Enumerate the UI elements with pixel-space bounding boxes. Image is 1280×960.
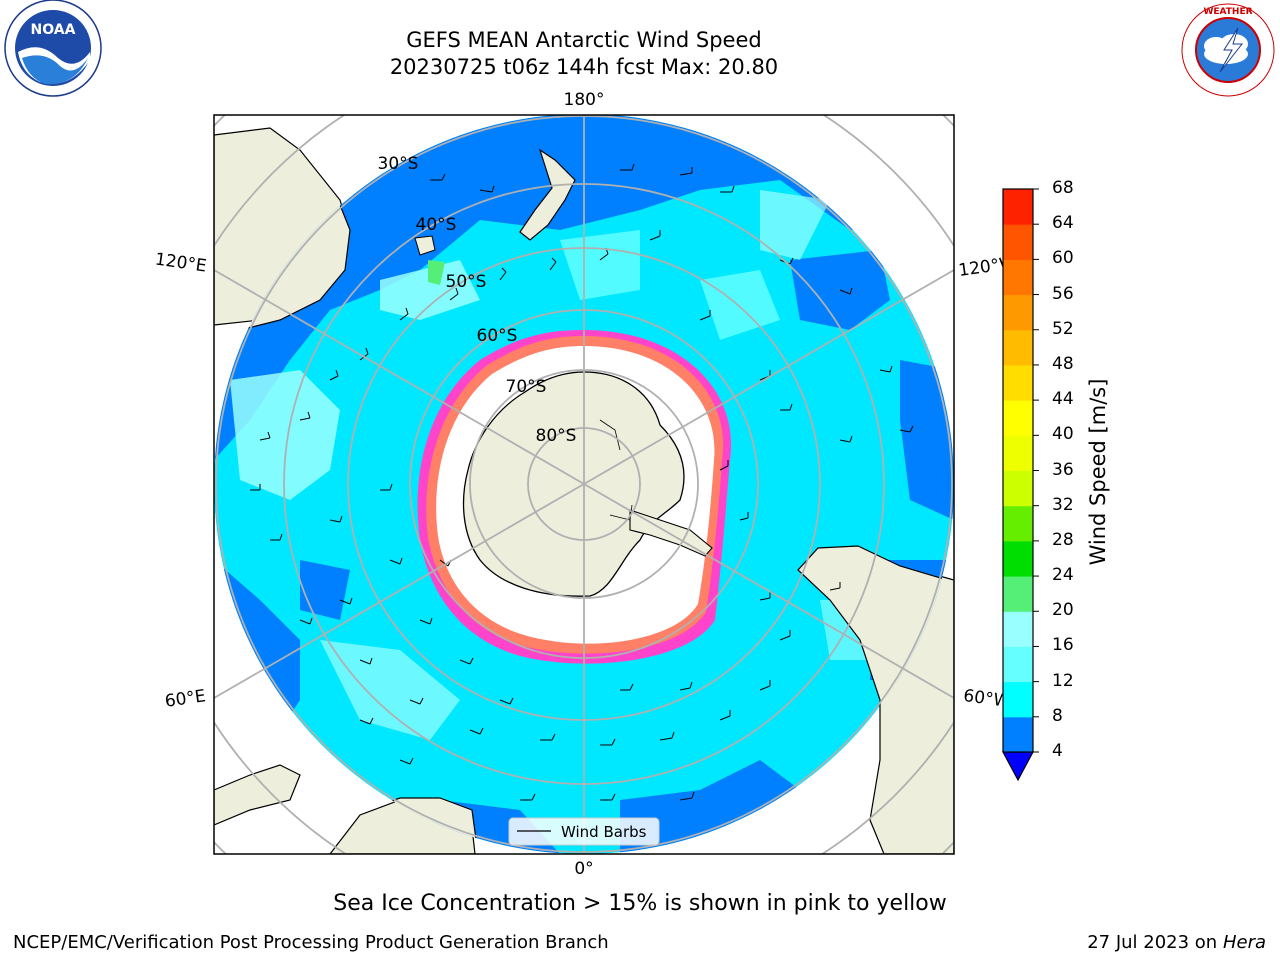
footer-date: 27 Jul 2023 on Hera <box>1087 932 1266 953</box>
colorbar-block <box>1003 224 1033 260</box>
lat-label-40s: 40°S <box>416 215 457 235</box>
colorbar-block <box>1003 294 1033 331</box>
colorbar-tick-label: 64 <box>1052 213 1074 234</box>
wind-barbs-legend: Wind Barbs <box>508 817 660 846</box>
land-madagascar <box>214 764 301 826</box>
colorbar-block <box>1003 576 1033 612</box>
lon-label-top: 180° <box>564 90 605 110</box>
colorbar-block <box>1003 716 1033 753</box>
colorbar-tick-label: 20 <box>1052 600 1074 621</box>
colorbar-title: Wind Speed [m/s] <box>1086 378 1110 566</box>
noaa-logo: NOAA <box>4 0 102 97</box>
colorbar-block <box>1003 400 1033 436</box>
colorbar-block <box>1003 681 1033 718</box>
noaa-logo-text: NOAA <box>31 22 76 38</box>
lat-label-50s: 50°S <box>446 272 487 292</box>
colorbar-tick-label: 56 <box>1052 283 1074 304</box>
lon-label-bottom: 0° <box>574 859 593 879</box>
nws-logo: WEATHER <box>1181 3 1275 97</box>
colorbar-tick-label: 48 <box>1052 353 1074 374</box>
colorbar-block <box>1003 470 1033 507</box>
colorbar-block <box>1003 364 1033 401</box>
colorbar-block <box>1003 505 1033 542</box>
footer-credit: NCEP/EMC/Verification Post Processing Pr… <box>13 932 609 953</box>
map-title: GEFS MEAN Antarctic Wind Speed <box>406 28 762 52</box>
colorbar-block <box>1003 646 1033 683</box>
colorbar-under-arrow <box>1001 751 1035 782</box>
lon-label-60e: 60°E <box>164 686 207 711</box>
colorbar-tick-label: 68 <box>1052 178 1074 198</box>
colorbar-block <box>1003 435 1033 471</box>
sea-ice-caption: Sea Ice Concentration > 15% is shown in … <box>333 891 947 916</box>
colorbar-tick-label: 36 <box>1052 459 1074 480</box>
colorbar-block <box>1003 259 1033 296</box>
colorbar-block <box>1003 189 1033 225</box>
colorbar <box>1001 188 1039 782</box>
svg-text:WEATHER: WEATHER <box>1203 7 1252 17</box>
wind-barbs <box>250 163 914 801</box>
colorbar-tick-label: 12 <box>1052 670 1074 691</box>
colorbar-tick-label: 24 <box>1052 565 1074 586</box>
colorbar-tick-label: 60 <box>1052 248 1074 269</box>
colorbar-tick-label: 40 <box>1052 424 1074 445</box>
lon-label-120e: 120°E <box>154 250 208 277</box>
map-frame <box>213 114 955 855</box>
land-tasmania <box>414 235 436 256</box>
footer-date-text: 27 Jul 2023 on <box>1087 932 1223 953</box>
colorbar-block <box>1003 611 1033 647</box>
colorbar-tick-label: 16 <box>1052 635 1074 656</box>
legend-label: Wind Barbs <box>561 823 647 841</box>
map-subtitle: 20230725 t06z 144h fcst Max: 20.80 <box>389 55 779 79</box>
lat-label-30s: 30°S <box>378 154 419 174</box>
lat-label-60s: 60°S <box>477 326 518 346</box>
footer-machine: Hera <box>1222 932 1266 953</box>
lat-label-70s: 70°S <box>506 377 547 397</box>
colorbar-tick-label: 52 <box>1052 318 1074 339</box>
colorbar-tick-label: 8 <box>1052 705 1063 726</box>
colorbar-block <box>1003 540 1033 577</box>
colorbar-block <box>1003 329 1033 366</box>
colorbar-tick-label: 44 <box>1052 389 1074 410</box>
colorbar-tick-label: 4 <box>1052 741 1063 761</box>
latitude-labels: 30°S 40°S 50°S 60°S 70°S 80°S <box>378 154 577 446</box>
land-new-zealand <box>519 148 576 241</box>
colorbar-tick-label: 32 <box>1052 494 1074 515</box>
lat-label-80s: 80°S <box>536 426 577 446</box>
colorbar-tick-label: 28 <box>1052 529 1074 550</box>
